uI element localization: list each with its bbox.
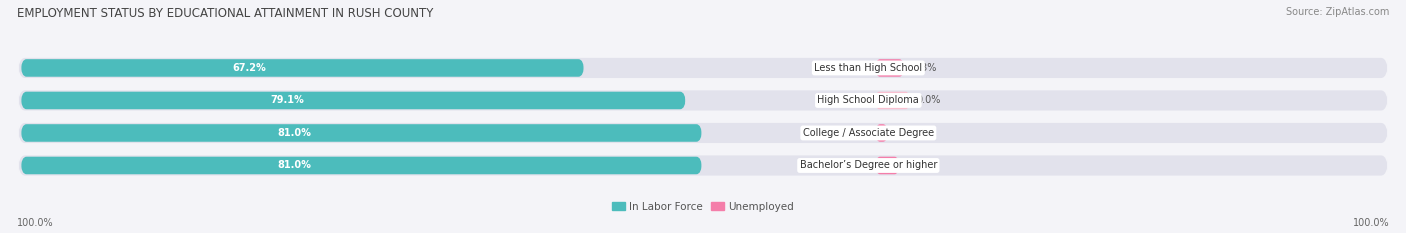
Text: Less than High School: Less than High School [814,63,922,73]
Text: 81.0%: 81.0% [277,161,311,171]
Text: 5.4%: 5.4% [908,161,932,171]
FancyBboxPatch shape [876,92,910,109]
Text: 100.0%: 100.0% [17,218,53,228]
Text: 100.0%: 100.0% [1353,218,1389,228]
Text: Source: ZipAtlas.com: Source: ZipAtlas.com [1285,7,1389,17]
Text: EMPLOYMENT STATUS BY EDUCATIONAL ATTAINMENT IN RUSH COUNTY: EMPLOYMENT STATUS BY EDUCATIONAL ATTAINM… [17,7,433,20]
FancyBboxPatch shape [18,123,1388,143]
FancyBboxPatch shape [18,58,1388,78]
Text: High School Diploma: High School Diploma [817,96,920,106]
Text: 3.2%: 3.2% [896,128,921,138]
FancyBboxPatch shape [21,124,702,142]
Text: 6.3%: 6.3% [912,63,936,73]
FancyBboxPatch shape [18,155,1388,175]
FancyBboxPatch shape [21,59,583,77]
Text: 79.1%: 79.1% [271,96,305,106]
Text: 0.0%: 0.0% [917,96,941,106]
Text: 81.0%: 81.0% [277,128,311,138]
FancyBboxPatch shape [876,157,900,174]
Text: Bachelor’s Degree or higher: Bachelor’s Degree or higher [800,161,936,171]
FancyBboxPatch shape [876,59,904,77]
FancyBboxPatch shape [21,157,702,174]
Legend: In Labor Force, Unemployed: In Labor Force, Unemployed [609,197,797,216]
FancyBboxPatch shape [21,92,686,109]
FancyBboxPatch shape [18,90,1388,110]
Text: College / Associate Degree: College / Associate Degree [803,128,934,138]
Text: 67.2%: 67.2% [232,63,266,73]
FancyBboxPatch shape [876,124,887,142]
